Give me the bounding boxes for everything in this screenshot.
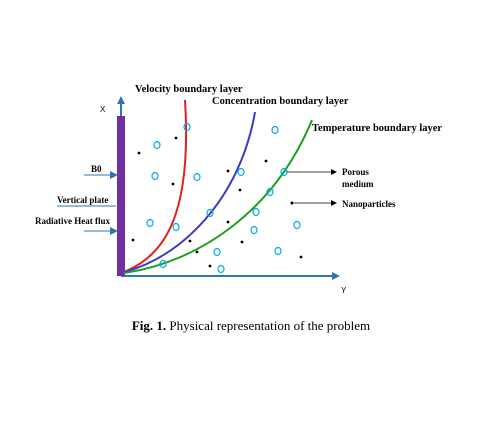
concentration-boundary-curve [123, 111, 256, 273]
nanoparticle-dot [264, 159, 268, 163]
nanoparticle-dot [208, 264, 212, 268]
nanoparticle-dot [238, 188, 242, 192]
porous-circle [293, 220, 301, 230]
porous-circle [213, 247, 221, 257]
figure-number: Fig. 1. [131, 318, 167, 333]
porous-medium-circles [146, 122, 301, 274]
porous-circle [193, 172, 201, 182]
porous-circle [172, 222, 180, 232]
nanoparticle-dot [226, 220, 230, 224]
porous-circle [151, 171, 159, 181]
nanoparticle-dot [174, 136, 178, 140]
nanoparticle-dot [195, 250, 199, 254]
porous-circle [252, 207, 260, 217]
porous-circle [183, 122, 191, 132]
porous-medium-label-1: Porous [342, 167, 369, 177]
porous-circle [153, 140, 161, 150]
nanoparticle-dot [240, 240, 244, 244]
porous-circle [274, 246, 282, 256]
nanoparticle-dot [137, 151, 141, 155]
porous-circle [250, 225, 258, 235]
vertical-plate [117, 116, 125, 276]
figure-caption: Fig. 1. Physical representation of the p… [0, 318, 502, 334]
temperature-label: Temperature boundary layer [312, 123, 442, 134]
porous-circle [280, 167, 288, 177]
caption-text: Physical representation of the problem [166, 318, 371, 333]
temperature-boundary-curve [123, 119, 313, 274]
velocity-label: Velocity boundary layer [135, 84, 243, 95]
porous-circle [266, 187, 274, 197]
porous-circle [159, 259, 167, 269]
vertical-plate-label: Vertical plate [57, 195, 108, 205]
nanoparticle-dot [299, 255, 303, 259]
nanoparticle-dots [131, 136, 303, 268]
nanoparticle-dot [226, 169, 230, 173]
axis-x-label: X [100, 105, 106, 114]
nanoparticle-dot [171, 182, 175, 186]
porous-circle [206, 208, 214, 218]
porous-circle [146, 218, 154, 228]
nanoparticles-label: Nanoparticles [342, 199, 396, 209]
porous-medium-label-2: medium [342, 179, 374, 189]
axis-y-label: Y [341, 286, 347, 295]
porous-circle [271, 125, 279, 135]
velocity-boundary-curve [123, 99, 188, 273]
concentration-label: Concentration boundary layer [212, 96, 349, 107]
porous-circle [217, 264, 225, 274]
radiative-heat-flux-label: Radiative Heat flux [35, 216, 110, 226]
nanoparticle-dot [188, 239, 192, 243]
nanoparticle-dot [131, 238, 135, 242]
b0-label: B0 [91, 164, 102, 174]
nanoparticle-legend-dot [290, 201, 294, 205]
porous-circle [237, 167, 245, 177]
